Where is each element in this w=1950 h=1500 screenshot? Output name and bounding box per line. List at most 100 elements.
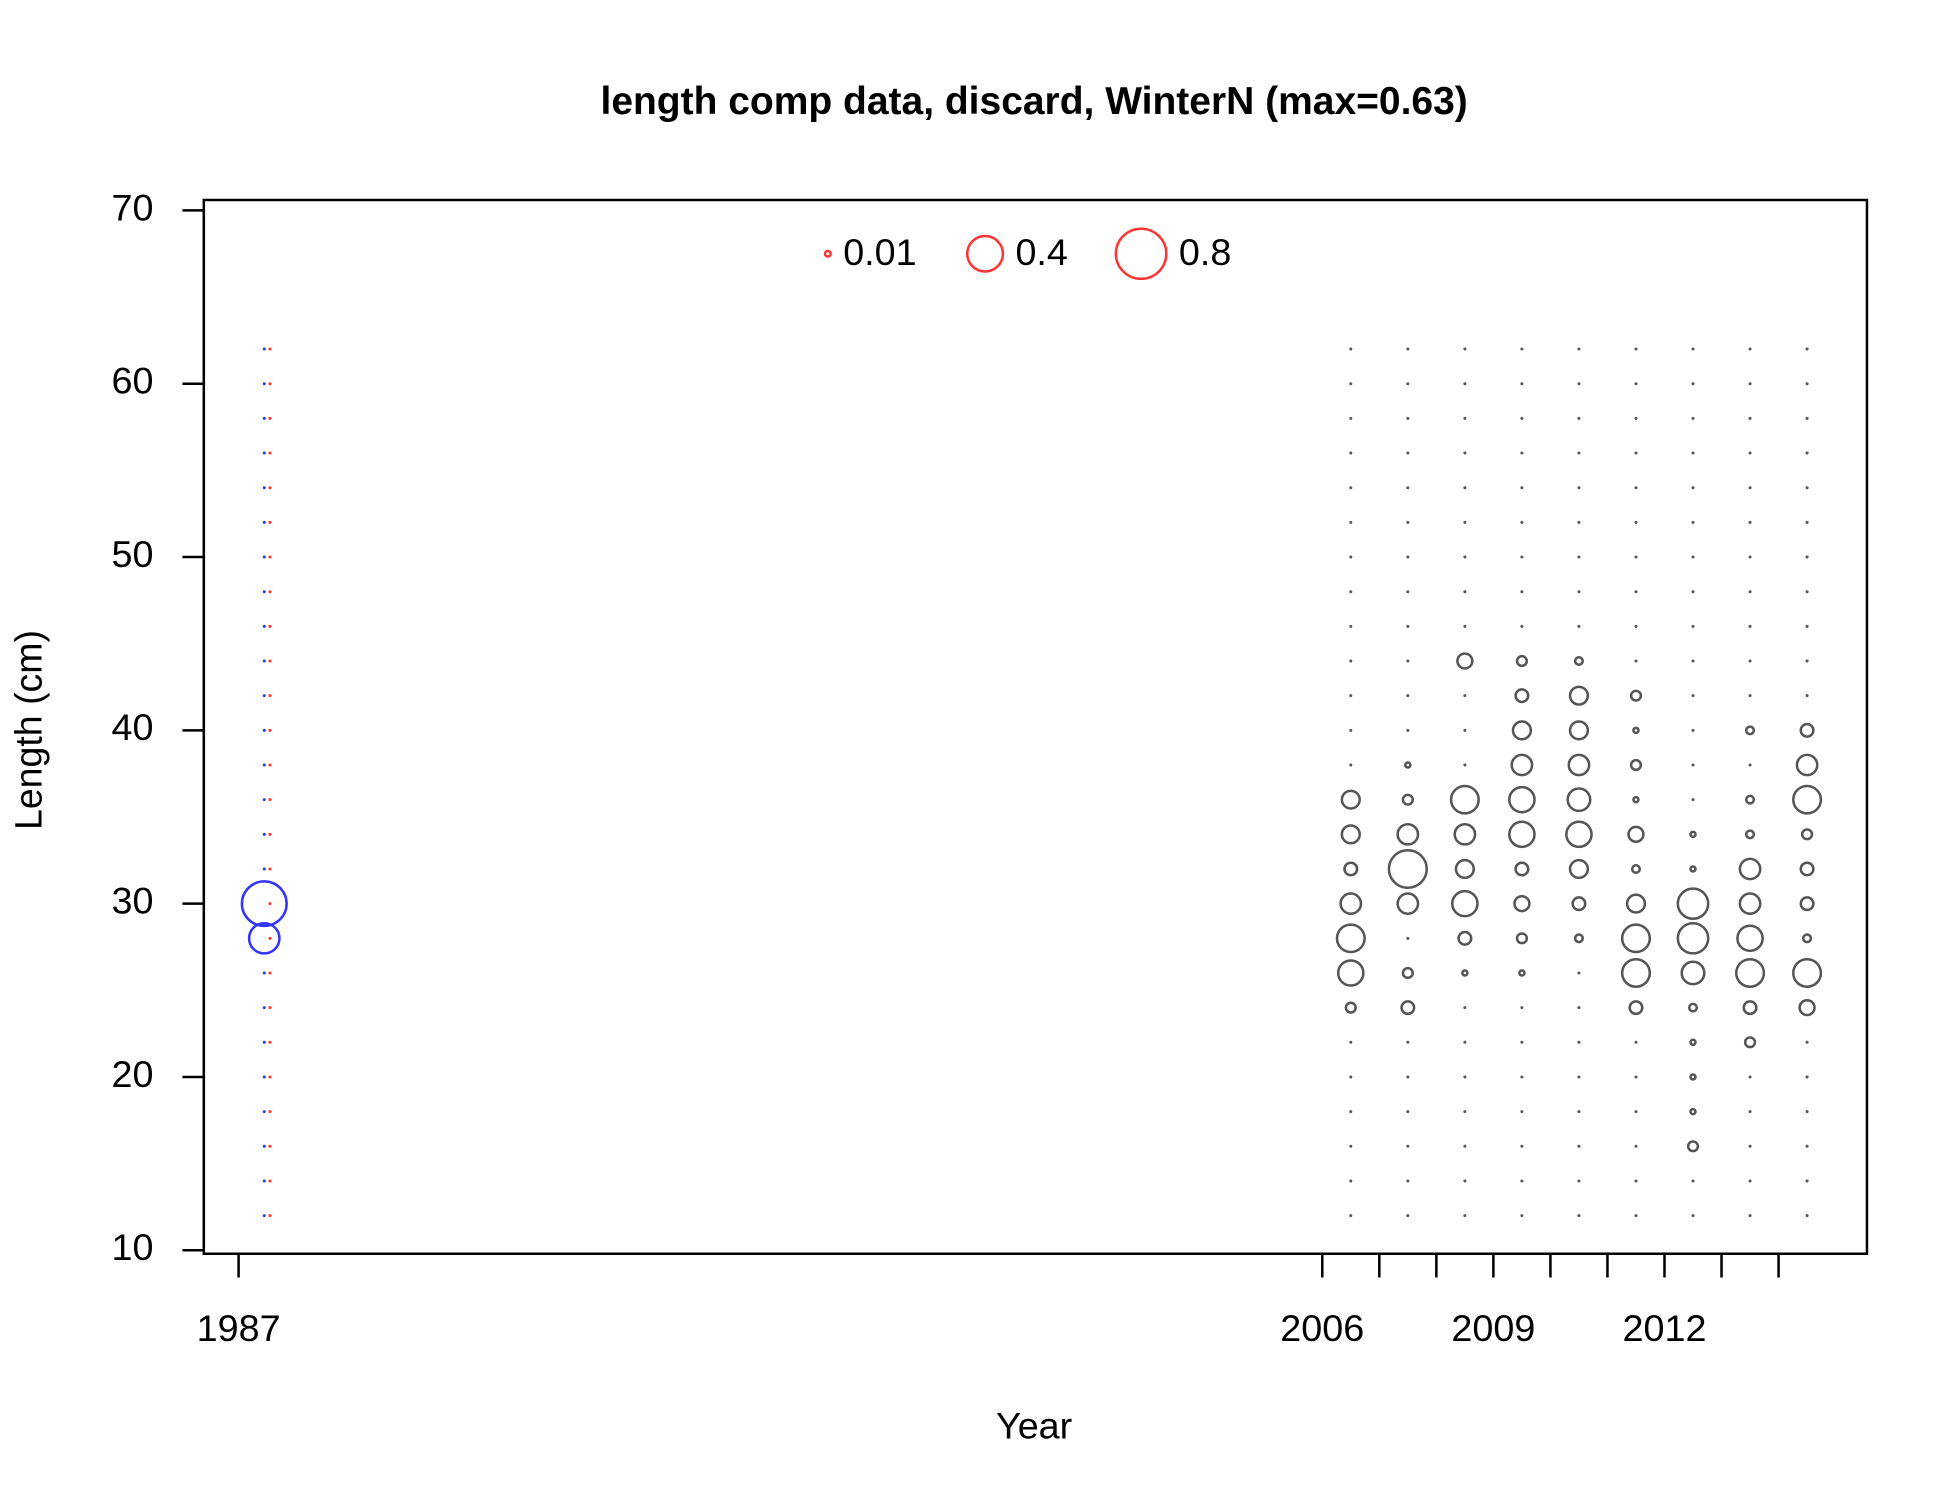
bubble — [1343, 861, 1359, 877]
bubble — [1691, 590, 1695, 594]
bubble — [1805, 1110, 1809, 1114]
bubble — [1689, 865, 1697, 873]
bubble — [1748, 763, 1752, 767]
bubble — [262, 1144, 266, 1148]
bubble — [1805, 382, 1809, 386]
bubble — [1805, 555, 1809, 559]
bubble — [1805, 624, 1809, 628]
bubble — [1687, 1002, 1699, 1013]
y-tick-label: 50 — [112, 533, 154, 575]
bubble — [1689, 1038, 1697, 1047]
bubble — [1799, 896, 1815, 912]
bubble — [247, 921, 281, 955]
bubble — [268, 520, 272, 524]
bubble — [1676, 921, 1710, 955]
bubble — [268, 451, 272, 455]
bubble — [1691, 763, 1695, 767]
bubble — [268, 659, 272, 663]
bubble — [1349, 1179, 1353, 1183]
bubble — [1748, 1075, 1752, 1079]
bubble — [1520, 1144, 1524, 1148]
bubble — [1634, 1144, 1638, 1148]
bubble — [1634, 1179, 1638, 1183]
bubble — [1691, 624, 1695, 628]
bubble — [262, 486, 266, 490]
bubble — [1629, 689, 1643, 702]
bubble — [262, 416, 266, 420]
x-tick-label: 2012 — [1623, 1307, 1707, 1349]
bubble — [1406, 1144, 1410, 1148]
bubble — [1792, 784, 1823, 815]
bubble — [1406, 382, 1410, 386]
bubble — [268, 1075, 272, 1079]
bubble — [1463, 694, 1467, 698]
bubble — [1340, 824, 1361, 845]
bubble — [1406, 1110, 1410, 1114]
bubble — [1349, 1040, 1353, 1044]
bubble — [1634, 347, 1638, 351]
bubble — [1691, 1179, 1695, 1183]
bubble — [262, 867, 266, 871]
bubble — [1748, 1144, 1752, 1148]
bubble — [1520, 1110, 1524, 1114]
bubble — [1401, 793, 1414, 806]
bubble — [1691, 347, 1695, 351]
bubble — [1515, 932, 1529, 945]
bubble — [1511, 720, 1533, 741]
y-tick-label: 20 — [112, 1053, 154, 1095]
bubble — [1577, 347, 1581, 351]
bubble — [1748, 1214, 1752, 1218]
bubble — [1742, 1000, 1758, 1016]
bubble — [1745, 829, 1756, 840]
bubble — [1520, 590, 1524, 594]
legend-bubble — [965, 234, 1005, 273]
bubble — [268, 763, 272, 767]
bubble — [1568, 720, 1590, 741]
bubble — [1406, 590, 1410, 594]
bubble — [262, 728, 266, 732]
bubble — [268, 1040, 272, 1044]
bubble — [1349, 1144, 1353, 1148]
bubble — [1451, 889, 1479, 918]
legend-label: 0.4 — [1015, 231, 1067, 273]
x-tick-label: 2006 — [1280, 1307, 1364, 1349]
bubble — [1805, 694, 1809, 698]
bubble — [1689, 1073, 1697, 1081]
bubble — [1463, 624, 1467, 628]
bubble — [1627, 825, 1645, 843]
bubble — [1520, 347, 1524, 351]
bubble — [1805, 1144, 1809, 1148]
bubble — [1463, 1144, 1467, 1148]
bubble — [1463, 1006, 1467, 1010]
bubble — [1805, 1075, 1809, 1079]
bubble — [1634, 451, 1638, 455]
bubble — [1463, 1040, 1467, 1044]
bubble — [262, 971, 266, 975]
bubble — [1577, 1040, 1581, 1044]
bubble — [1743, 1036, 1757, 1049]
bubble — [1406, 1179, 1410, 1183]
bubble — [1800, 828, 1814, 841]
bubble — [1634, 486, 1638, 490]
bubble — [1805, 451, 1809, 455]
bubble — [1508, 820, 1536, 849]
bubble — [268, 902, 272, 906]
y-tick-label: 30 — [112, 880, 154, 922]
bubble — [1577, 1006, 1581, 1010]
bubble — [262, 1040, 266, 1044]
bubble — [1748, 486, 1752, 490]
bubble — [1463, 1214, 1467, 1218]
legend-bubble — [823, 249, 832, 258]
bubble — [262, 555, 266, 559]
bubble — [1802, 933, 1813, 944]
bubble — [1799, 861, 1815, 877]
bubble — [1634, 659, 1638, 663]
bubble — [1680, 960, 1706, 986]
bubble — [1349, 451, 1353, 455]
bubble — [1510, 753, 1534, 777]
bubble — [1738, 857, 1762, 881]
bubble — [268, 1006, 272, 1010]
bubble — [1738, 892, 1762, 916]
bubble — [268, 416, 272, 420]
bubble — [268, 486, 272, 490]
